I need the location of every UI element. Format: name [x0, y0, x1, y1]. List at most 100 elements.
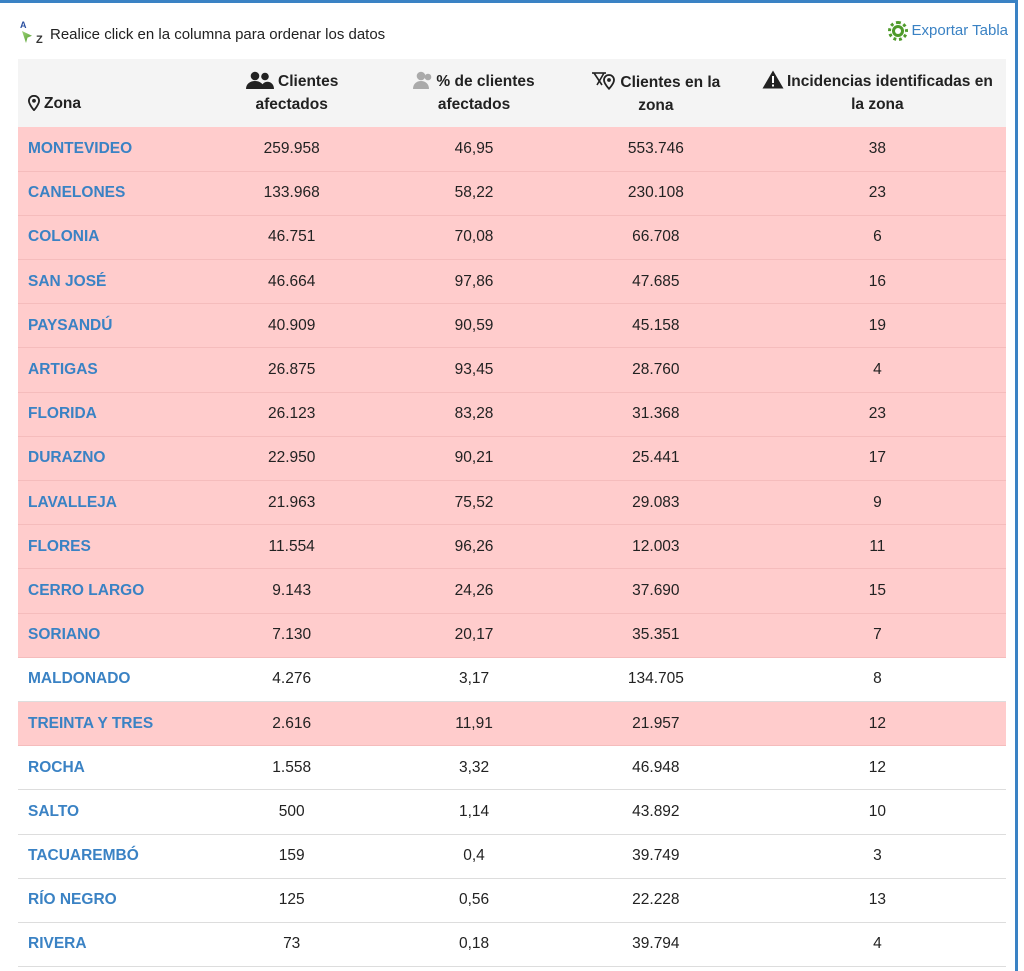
clientes-zona-cell: 46.948	[632, 758, 680, 776]
table-row: TACUAREMBÓ 159 0,4 39.749 3	[18, 834, 1006, 879]
incidencias-cell: 15	[868, 581, 886, 599]
clientes-afectados-cell: 7.130	[272, 626, 312, 644]
clientes-afectados-cell: 9.143	[272, 581, 312, 599]
incidencias-cell: 13	[868, 891, 886, 909]
clientes-zona-cell: 35.351	[632, 626, 680, 644]
zone-link[interactable]: MALDONADO	[28, 670, 131, 688]
clientes-afectados-cell: 259.958	[263, 139, 320, 157]
zone-link[interactable]: ROCHA	[28, 758, 85, 776]
porcentaje-afectados-cell: 97,86	[454, 272, 494, 290]
porcentaje-afectados-cell: 93,45	[454, 361, 494, 379]
porcentaje-afectados-cell: 70,08	[454, 228, 494, 246]
table-row: LAVALLEJA 21.963 75,52 29.083 9	[18, 480, 1006, 525]
incidencias-cell: 38	[868, 139, 886, 157]
clientes-afectados-cell: 125	[278, 891, 305, 909]
zone-link[interactable]: CERRO LARGO	[28, 581, 145, 599]
table-header-row: Zona Clientes afectados % de clientes af…	[18, 59, 1006, 127]
clientes-zona-cell: 66.708	[632, 228, 680, 246]
zone-link[interactable]: RIVERA	[28, 935, 87, 953]
column-header-label: Clientes	[278, 73, 339, 90]
clientes-afectados-cell: 73	[283, 935, 301, 953]
table-row: MALDONADO 4.276 3,17 134.705 8	[18, 657, 1006, 702]
clientes-zona-cell: 28.760	[632, 361, 680, 379]
zone-link[interactable]: ARTIGAS	[28, 361, 98, 379]
column-header-porcentaje-afectados[interactable]: % de clientes afectados	[385, 59, 563, 127]
clientes-afectados-cell: 2.616	[272, 714, 312, 732]
clientes-afectados-cell: 26.123	[267, 405, 316, 423]
table-row: CERRO LARGO 9.143 24,26 37.690 15	[18, 568, 1006, 614]
zone-link[interactable]: SORIANO	[28, 626, 101, 644]
table-row: COLONIA 46.751 70,08 66.708 6	[18, 215, 1006, 260]
incidencias-cell: 8	[873, 670, 882, 688]
export-table-button[interactable]: Exportar Tabla	[887, 20, 1008, 41]
clientes-afectados-cell: 4.276	[272, 670, 312, 688]
zone-link[interactable]: TREINTA Y TRES	[28, 714, 154, 732]
table-row: FLORIDA 26.123 83,28 31.368 23	[18, 392, 1006, 437]
clientes-zona-cell: 39.749	[632, 847, 680, 865]
incidencias-cell: 3	[873, 847, 882, 865]
incidencias-cell: 23	[868, 184, 886, 202]
zone-link[interactable]: SAN JOSÉ	[28, 272, 107, 290]
sort-hint-text: Realice click en la columna para ordenar…	[50, 25, 386, 43]
column-header-label: % de clientes	[436, 73, 535, 90]
clientes-afectados-cell: 500	[278, 802, 305, 820]
zone-link[interactable]: SALTO	[28, 802, 80, 820]
clientes-afectados-cell: 21.963	[267, 493, 316, 511]
clientes-zona-cell: 25.441	[632, 449, 680, 467]
table-row: CANELONES 133.968 58,22 230.108 23	[18, 171, 1006, 216]
porcentaje-afectados-cell: 0,18	[458, 935, 490, 953]
column-header-zona[interactable]: Zona	[18, 59, 198, 127]
column-header-clientes-afectados[interactable]: Clientes afectados	[198, 59, 385, 127]
zone-link[interactable]: FLORES	[28, 537, 91, 555]
zone-link[interactable]: TACUAREMBÓ	[28, 847, 139, 865]
column-header-label: afectados	[437, 96, 511, 113]
clientes-zona-cell: 12.003	[632, 537, 680, 555]
clientes-afectados-cell: 159	[278, 847, 305, 865]
zone-link[interactable]: RÍO NEGRO	[28, 891, 117, 909]
table-row: SAN JOSÉ 46.664 97,86 47.685 16	[18, 259, 1006, 304]
porcentaje-afectados-cell: 90,59	[454, 316, 494, 334]
clientes-zona-cell: 39.794	[632, 935, 680, 953]
table-row: DURAZNO 22.950 90,21 25.441 17	[18, 436, 1006, 481]
table-row: TREINTA Y TRES 2.616 11,91 21.957 12	[18, 701, 1006, 746]
column-header-label: Incidencias identificadas en	[786, 73, 993, 90]
porcentaje-afectados-cell: 1,14	[458, 802, 490, 820]
zone-link[interactable]: FLORIDA	[28, 405, 97, 423]
table-row: SALTO 500 1,14 43.892 10	[18, 790, 1006, 834]
column-header-label: Zona	[44, 95, 82, 112]
zone-link[interactable]: CANELONES	[28, 184, 126, 202]
clientes-zona-cell: 37.690	[632, 581, 680, 599]
zone-link[interactable]: PAYSANDÚ	[28, 316, 113, 334]
incidencias-cell: 12	[868, 758, 886, 776]
porcentaje-afectados-cell: 20,17	[454, 626, 494, 644]
column-header-label: zona	[638, 96, 674, 114]
table-row: ARTIGAS 26.875 93,45 28.760 4	[18, 347, 1006, 393]
clientes-afectados-cell: 11.554	[268, 537, 315, 555]
clientes-zona-cell: 43.892	[632, 802, 680, 820]
table-row: SORIANO 7.130 20,17 35.351 7	[18, 613, 1006, 658]
column-header-label: la zona	[851, 96, 904, 113]
incidents-table: Zona Clientes afectados % de clientes af…	[18, 59, 1006, 967]
porcentaje-afectados-cell: 3,32	[458, 758, 490, 776]
zone-link[interactable]: COLONIA	[28, 228, 100, 246]
column-header-clientes-zona[interactable]: Clientes en la zona	[563, 59, 749, 127]
location-pin-icon	[28, 95, 40, 111]
zone-link[interactable]: LAVALLEJA	[28, 493, 117, 511]
zone-link[interactable]: DURAZNO	[28, 449, 106, 467]
zone-link[interactable]: MONTEVIDEO	[28, 139, 133, 157]
porcentaje-afectados-cell: 83,28	[454, 405, 494, 423]
incidencias-cell: 11	[869, 537, 886, 555]
table-row: PAYSANDÚ 40.909 90,59 45.158 19	[18, 303, 1006, 348]
clientes-zona-cell: 21.957	[632, 714, 680, 732]
clientes-zona-cell: 553.746	[627, 139, 684, 157]
table-row: ROCHA 1.558 3,32 46.948 12	[18, 746, 1006, 790]
table-row: FLORES 11.554 96,26 12.003 11	[18, 524, 1006, 569]
clientes-afectados-cell: 133.968	[263, 184, 320, 202]
column-header-incidencias[interactable]: Incidencias identificadas en la zona	[749, 59, 1006, 127]
clientes-zona-cell: 45.158	[632, 316, 680, 334]
clientes-afectados-cell: 26.875	[267, 361, 316, 379]
clientes-afectados-cell: 22.950	[267, 449, 316, 467]
table-row: MONTEVIDEO 259.958 46,95 553.746 38	[18, 127, 1006, 172]
